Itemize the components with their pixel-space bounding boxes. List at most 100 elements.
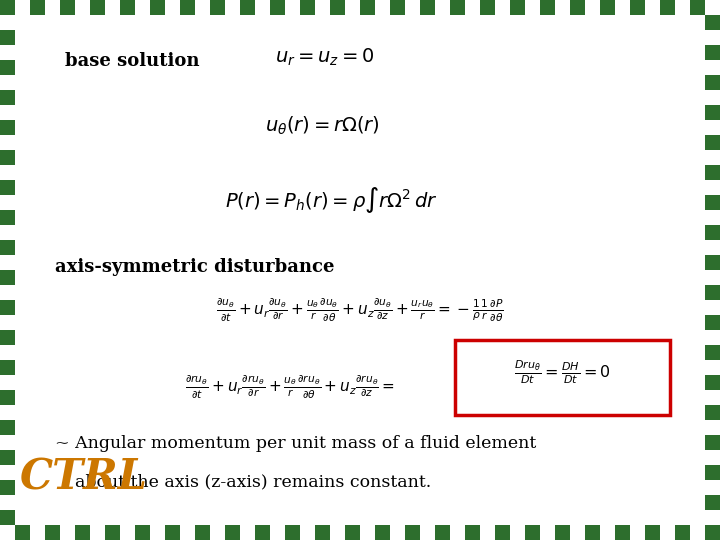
Bar [675, 525, 690, 540]
Bar [300, 0, 315, 15]
Bar [240, 0, 255, 15]
Bar [0, 105, 15, 120]
Bar [705, 105, 720, 120]
Bar [300, 525, 315, 540]
Bar [0, 525, 15, 540]
Bar [150, 525, 165, 540]
Bar [450, 525, 465, 540]
Bar [105, 525, 120, 540]
Bar [195, 0, 210, 15]
Bar [225, 525, 240, 540]
Bar [75, 525, 90, 540]
Bar [345, 0, 360, 15]
Bar [0, 435, 15, 450]
Bar [705, 315, 720, 330]
Bar [570, 525, 585, 540]
Bar [705, 225, 720, 240]
Bar [0, 135, 15, 150]
Bar [345, 525, 360, 540]
Bar [45, 525, 60, 540]
Bar [405, 0, 420, 15]
Bar [705, 120, 720, 135]
Bar [0, 90, 15, 105]
Bar [705, 255, 720, 270]
Bar [105, 0, 120, 15]
Bar [705, 330, 720, 345]
Bar [165, 525, 180, 540]
Bar [0, 420, 15, 435]
Bar [600, 525, 615, 540]
Bar [705, 165, 720, 180]
Bar [0, 405, 15, 420]
Bar [30, 525, 45, 540]
Bar [570, 0, 585, 15]
Bar [0, 15, 15, 30]
Bar [0, 390, 15, 405]
Bar [0, 315, 15, 330]
Bar [330, 0, 345, 15]
Bar [645, 0, 660, 15]
Bar [705, 195, 720, 210]
Bar [705, 360, 720, 375]
Bar [375, 525, 390, 540]
Bar [455, 340, 670, 415]
Bar [390, 0, 405, 15]
Bar [540, 525, 555, 540]
Bar [0, 195, 15, 210]
Bar [135, 0, 150, 15]
Bar [0, 210, 15, 225]
Bar [0, 150, 15, 165]
Bar [705, 150, 720, 165]
Bar [705, 210, 720, 225]
Text: $\frac{Dru_\theta}{Dt} = \frac{DH}{Dt} = 0$: $\frac{Dru_\theta}{Dt} = \frac{DH}{Dt} =… [514, 359, 611, 386]
Bar [705, 15, 720, 30]
Bar [0, 270, 15, 285]
Bar [75, 0, 90, 15]
Bar [705, 60, 720, 75]
Bar [435, 525, 450, 540]
Bar [705, 525, 720, 540]
Bar [705, 240, 720, 255]
Bar [705, 270, 720, 285]
Bar [360, 0, 375, 15]
Bar [120, 525, 135, 540]
Bar [705, 75, 720, 90]
Bar [0, 480, 15, 495]
Bar [465, 525, 480, 540]
Bar [420, 525, 435, 540]
Bar [705, 525, 720, 540]
Bar [705, 480, 720, 495]
Bar [0, 30, 15, 45]
Bar [180, 525, 195, 540]
Bar [0, 240, 15, 255]
Bar [705, 435, 720, 450]
Bar [330, 525, 345, 540]
Text: $u_r = u_z = 0$: $u_r = u_z = 0$ [275, 47, 374, 68]
Bar [510, 0, 525, 15]
Text: base solution: base solution [65, 52, 199, 70]
Bar [0, 120, 15, 135]
Bar [30, 0, 45, 15]
Bar [270, 525, 285, 540]
Bar [525, 525, 540, 540]
Bar [690, 0, 705, 15]
Bar [255, 0, 270, 15]
Bar [0, 225, 15, 240]
Bar [90, 0, 105, 15]
Bar [210, 0, 225, 15]
Bar [585, 525, 600, 540]
Bar [705, 450, 720, 465]
Bar [705, 285, 720, 300]
Bar [480, 525, 495, 540]
Bar [495, 525, 510, 540]
Bar [495, 0, 510, 15]
Text: about the axis (z-axis) remains constant.: about the axis (z-axis) remains constant… [75, 473, 431, 490]
Bar [705, 0, 720, 15]
Bar [705, 375, 720, 390]
Text: $\frac{\partial r u_\theta}{\partial t} + u_r \frac{\partial r u_\theta}{\partia: $\frac{\partial r u_\theta}{\partial t} … [185, 375, 395, 401]
Bar [660, 0, 675, 15]
Bar [555, 0, 570, 15]
Bar [0, 525, 15, 540]
Bar [195, 525, 210, 540]
Bar [120, 0, 135, 15]
